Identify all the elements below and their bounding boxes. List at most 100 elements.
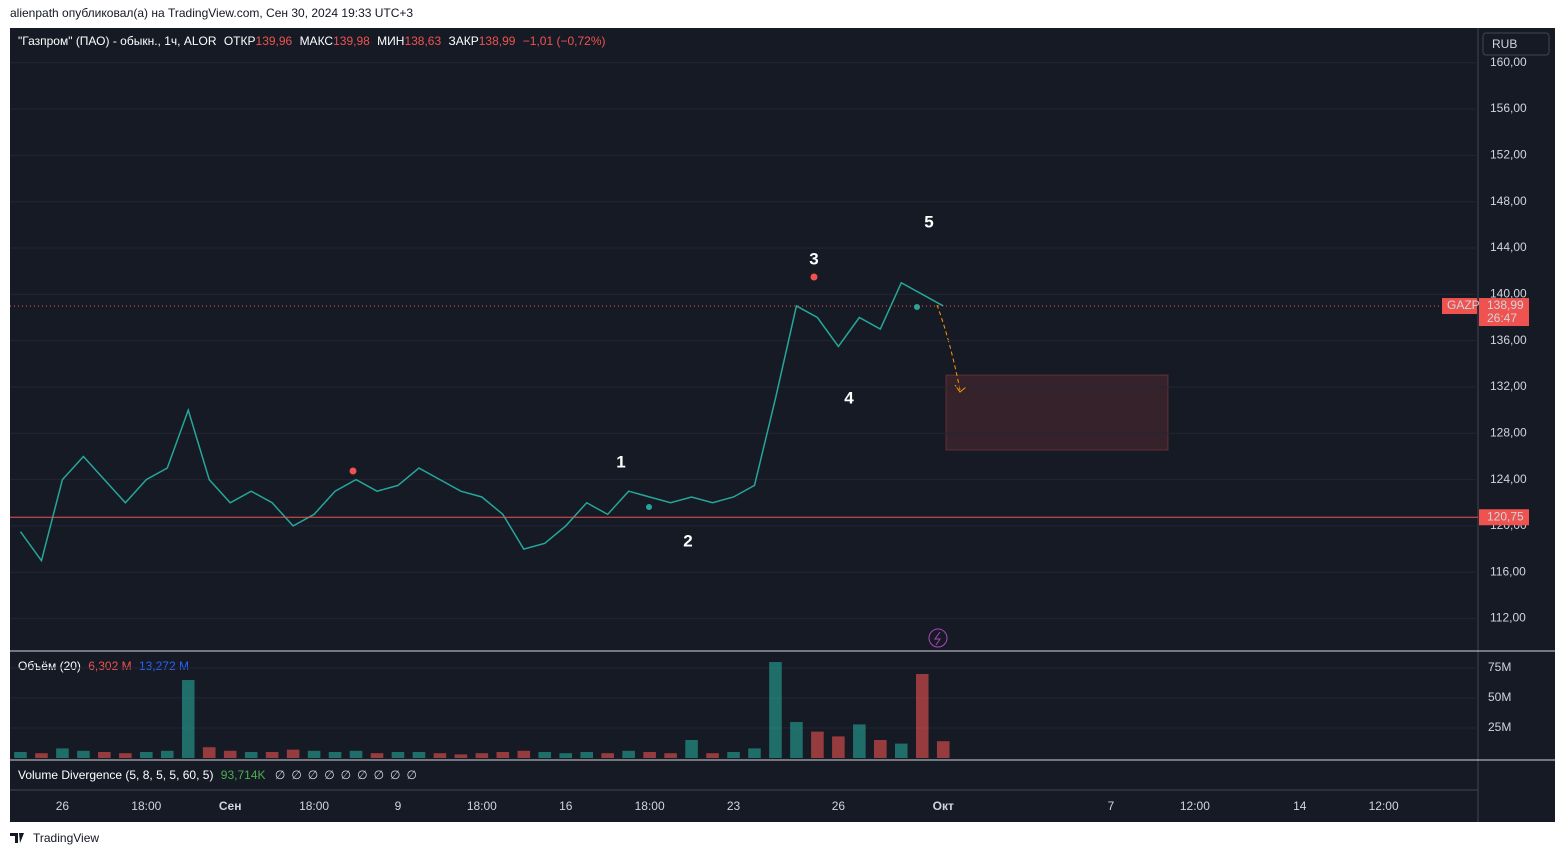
volume-bar bbox=[412, 752, 426, 758]
price-line bbox=[19, 281, 944, 563]
volume-bar bbox=[475, 753, 489, 758]
forecast-arrow bbox=[936, 304, 961, 391]
divergence-slot: ∅ bbox=[357, 768, 367, 782]
ohlc-value: 139,98 bbox=[333, 34, 370, 48]
wave-label: 2 bbox=[683, 531, 692, 550]
volume-bar bbox=[265, 752, 279, 758]
x-tick-label: 26 bbox=[832, 799, 846, 813]
y-tick-label: 140,00 bbox=[1490, 287, 1527, 301]
x-tick-label: 18:00 bbox=[131, 799, 161, 813]
y-tick-label: 25M bbox=[1488, 720, 1511, 734]
divergence-slot: ∅ bbox=[308, 768, 318, 782]
y-tick-label: 160,00 bbox=[1490, 55, 1527, 69]
volume-bar bbox=[790, 722, 803, 758]
volume-value: 6,302 M bbox=[88, 659, 131, 673]
volume-bar bbox=[223, 750, 237, 758]
volume-bar bbox=[119, 753, 132, 758]
volume-bar bbox=[894, 743, 908, 758]
y-tick-label: 132,00 bbox=[1490, 379, 1527, 393]
divergence-slot: ∅ bbox=[275, 768, 285, 782]
volume-bar bbox=[643, 752, 656, 758]
wave-label: 1 bbox=[616, 452, 625, 471]
x-tick-label: 14 bbox=[1293, 799, 1307, 813]
volume-bar bbox=[915, 674, 929, 758]
x-tick-label: 18:00 bbox=[467, 799, 497, 813]
ohlc-label: ОТКР bbox=[224, 34, 256, 48]
volume-bar bbox=[56, 748, 69, 758]
countdown: 26:47 bbox=[1487, 311, 1517, 325]
volume-bar bbox=[77, 750, 90, 758]
x-tick-label: Сен bbox=[219, 799, 242, 813]
y-tick-label: 112,00 bbox=[1490, 611, 1526, 625]
divergence-slot: ∅ bbox=[390, 768, 400, 782]
price-tag bbox=[1479, 509, 1529, 526]
volume-bar bbox=[328, 752, 342, 758]
volume-bar bbox=[370, 753, 384, 758]
ohlc-value: 139,96 bbox=[256, 34, 293, 48]
signal-dot bbox=[810, 273, 818, 281]
volume-bar bbox=[307, 750, 321, 758]
volume-bar bbox=[140, 752, 153, 758]
publisher-line: alienpath опубликовал(а) на TradingView.… bbox=[10, 6, 413, 20]
volume-bar bbox=[244, 752, 258, 758]
volume-bar bbox=[685, 740, 698, 758]
x-tick-label: 18:00 bbox=[635, 799, 665, 813]
wave-label: 4 bbox=[844, 388, 854, 407]
footer-brand: TradingView bbox=[33, 831, 99, 845]
symbol-title: "Газпром" (ПАО) - обыкн., 1ч, ALOR bbox=[18, 34, 217, 48]
volume-bar bbox=[454, 754, 468, 758]
symbol-tag-label: GAZP bbox=[1447, 298, 1480, 312]
y-tick-label: 128,00 bbox=[1490, 425, 1527, 439]
y-tick-label: 124,00 bbox=[1490, 472, 1527, 486]
volume-bar bbox=[538, 752, 552, 758]
y-tick-label: 116,00 bbox=[1490, 564, 1526, 578]
volume-bar bbox=[622, 750, 635, 758]
ohlc-value: 138,63 bbox=[404, 34, 441, 48]
volume-bar bbox=[35, 753, 48, 758]
divergence-slot: ∅ bbox=[291, 768, 301, 782]
target-zone bbox=[945, 374, 1169, 451]
event-icon[interactable] bbox=[928, 628, 948, 648]
wave-label: 5 bbox=[924, 212, 933, 231]
volume-title: Объём (20) bbox=[18, 659, 81, 673]
price-tag bbox=[1479, 298, 1529, 327]
x-tick-label: 16 bbox=[559, 799, 573, 813]
divergence-slot: ∅ bbox=[324, 768, 334, 782]
x-tick-label: 7 bbox=[1108, 799, 1115, 813]
volume-bar bbox=[811, 731, 824, 758]
volume-bar bbox=[706, 753, 719, 758]
signal-dot bbox=[646, 504, 652, 510]
signal-dot bbox=[349, 467, 357, 475]
volume-bar bbox=[391, 752, 405, 758]
volume-bar bbox=[286, 749, 300, 758]
event-icon-bolt bbox=[934, 631, 941, 646]
currency-box[interactable] bbox=[1482, 32, 1550, 56]
volume-bar bbox=[874, 740, 887, 758]
divergence-value: 93,714K bbox=[221, 768, 266, 782]
x-tick-label: 12:00 bbox=[1369, 799, 1399, 813]
brand-logo bbox=[10, 833, 24, 843]
x-tick-label: 9 bbox=[395, 799, 402, 813]
volume-bar bbox=[14, 752, 27, 758]
chart-area bbox=[10, 28, 1555, 822]
ohlc-label: МИН bbox=[377, 34, 404, 48]
y-tick-label: 156,00 bbox=[1490, 101, 1527, 115]
y-tick-label: 50M bbox=[1488, 690, 1511, 704]
volume-bar bbox=[601, 753, 614, 758]
volume-bar bbox=[517, 750, 531, 758]
price-tag-label: 120,75 bbox=[1487, 509, 1524, 523]
volume-bar bbox=[832, 736, 845, 758]
divergence-slot: ∅ bbox=[374, 768, 384, 782]
price-tag-label: 138,99 bbox=[1487, 298, 1524, 312]
divergence-title: Volume Divergence (5, 8, 5, 5, 60, 5) bbox=[18, 768, 213, 782]
volume-bar bbox=[202, 747, 216, 758]
volume-bar bbox=[98, 752, 111, 758]
y-tick-label: 152,00 bbox=[1490, 148, 1527, 162]
x-tick-label: 12:00 bbox=[1180, 799, 1210, 813]
x-tick-label: Окт bbox=[933, 799, 954, 813]
change: −1,01 (−0,72%) bbox=[523, 34, 606, 48]
volume-bar bbox=[181, 680, 195, 758]
ohlc-label: МАКС bbox=[300, 34, 334, 48]
volume-legend: Объём (20) 6,302 M 13,272 M bbox=[18, 659, 189, 673]
